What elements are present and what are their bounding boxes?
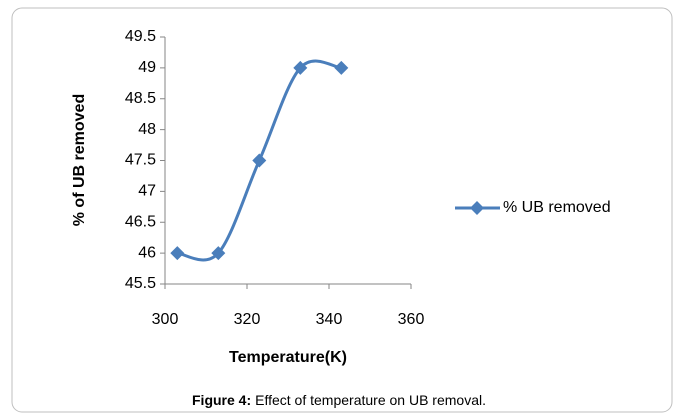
y-tick-label: 46 [138,244,156,261]
y-tick-label: 49.5 [125,28,156,45]
x-axis-label: Temperature(K) [229,349,347,366]
x-tick-label: 320 [234,311,261,328]
caption: Figure 4: Effect of temperature on UB rem… [192,392,486,408]
marker [334,60,349,75]
x-tick-label: 340 [316,311,343,328]
y-tick-label: 46.5 [125,213,156,230]
marker [293,60,308,75]
legend-marker [470,201,484,215]
marker [252,153,267,168]
caption-text: Effect of temperature on UB removal. [255,392,486,408]
y-tick-label: 47.5 [125,152,156,169]
y-axis-label: % of UB removed [71,94,88,226]
marker [170,246,185,261]
legend-label: % UB removed [503,199,611,216]
marker [211,246,226,261]
y-tick-label: 45.5 [125,275,156,292]
y-tick-label: 49 [138,59,156,76]
y-tick-label: 47 [138,183,156,200]
y-tick-label: 48.5 [125,90,156,107]
y-tick-label: 48 [138,121,156,138]
caption-label: Figure 4: [192,392,251,408]
x-tick-label: 300 [152,311,179,328]
x-tick-label: 360 [398,311,425,328]
frame [11,7,673,413]
